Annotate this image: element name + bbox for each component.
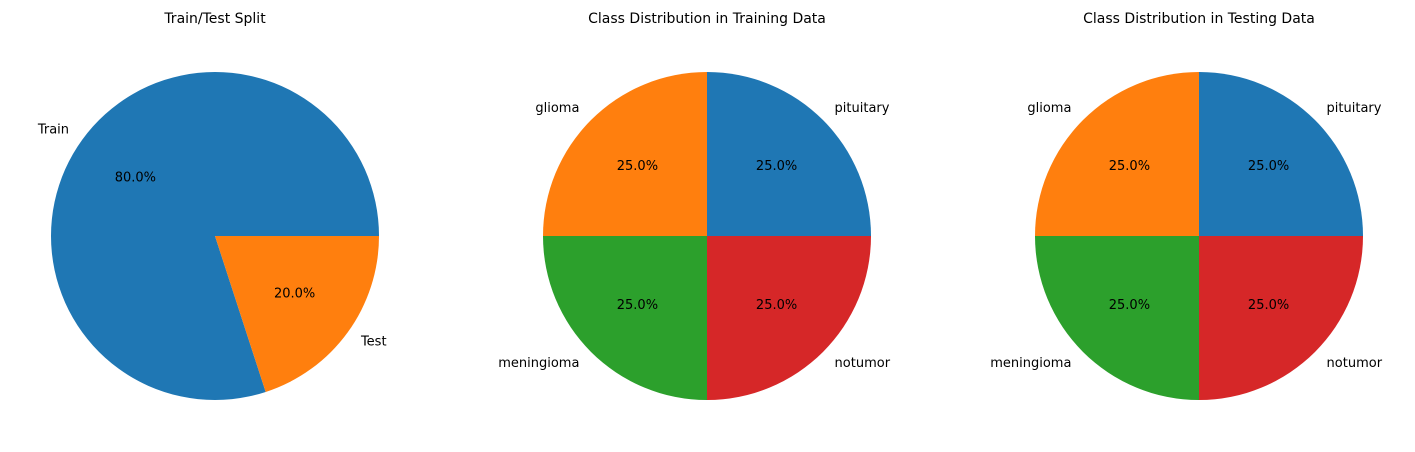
chart-title: Class Distribution in Training Data xyxy=(588,11,826,27)
pie-slice-meningioma xyxy=(543,236,707,400)
pie-category-label: glioma xyxy=(1027,101,1071,116)
pie-percent-label: 25.0% xyxy=(1248,298,1289,313)
pie-percent-label: 25.0% xyxy=(617,298,658,313)
chart-title: Train/Test Split xyxy=(163,11,266,27)
pie-category-label: pituitary xyxy=(835,101,890,116)
pie-slices: 25.0% pituitary 25.0% glioma 25.0% meningioma… xyxy=(498,72,891,400)
pie-percent-label: 25.0% xyxy=(1248,159,1289,174)
pie-chart-training-class-distribution: Class Distribution in Training Data 25.0… xyxy=(498,11,891,400)
pie-slice-glioma xyxy=(1035,72,1199,236)
pie-category-label: Train xyxy=(37,122,69,137)
pie-category-label: Test xyxy=(360,335,387,350)
pie-category-label: notumor xyxy=(835,356,891,371)
pie-category-label: notumor xyxy=(1327,356,1383,371)
pie-percent-label: 25.0% xyxy=(756,159,797,174)
pie-category-label: pituitary xyxy=(1327,101,1382,116)
chart-title: Class Distribution in Testing Data xyxy=(1083,11,1315,27)
pie-slice-pituitary xyxy=(1199,72,1363,236)
pie-percent-label: 80.0% xyxy=(115,171,156,186)
pie-slices: 25.0% pituitary 25.0% glioma 25.0% meningioma… xyxy=(990,72,1383,400)
pie-slice-meningioma xyxy=(1035,236,1199,400)
pie-chart-testing-class-distribution: Class Distribution in Testing Data 25.0%… xyxy=(990,11,1383,400)
pie-percent-label: 25.0% xyxy=(1109,298,1150,313)
pie-category-label: meningioma xyxy=(990,356,1071,371)
pie-percent-label: 25.0% xyxy=(1109,159,1150,174)
pie-slice-notumor xyxy=(707,236,871,400)
pie-percent-label: 20.0% xyxy=(274,286,315,301)
pie-chart-train-test-split: Train/Test Split 80.0% Train 20.0% Test xyxy=(37,11,387,400)
pie-category-label: meningioma xyxy=(498,356,579,371)
pie-slice-notumor xyxy=(1199,236,1363,400)
pie-slice-test xyxy=(215,236,379,392)
pie-slice-glioma xyxy=(543,72,707,236)
pie-percent-label: 25.0% xyxy=(756,298,797,313)
pie-slices: 80.0% Train 20.0% Test xyxy=(37,71,387,400)
pie-percent-label: 25.0% xyxy=(617,159,658,174)
pie-slice-train xyxy=(51,71,379,400)
pie-slice-pituitary xyxy=(707,72,871,236)
pie-category-label: glioma xyxy=(535,101,579,116)
